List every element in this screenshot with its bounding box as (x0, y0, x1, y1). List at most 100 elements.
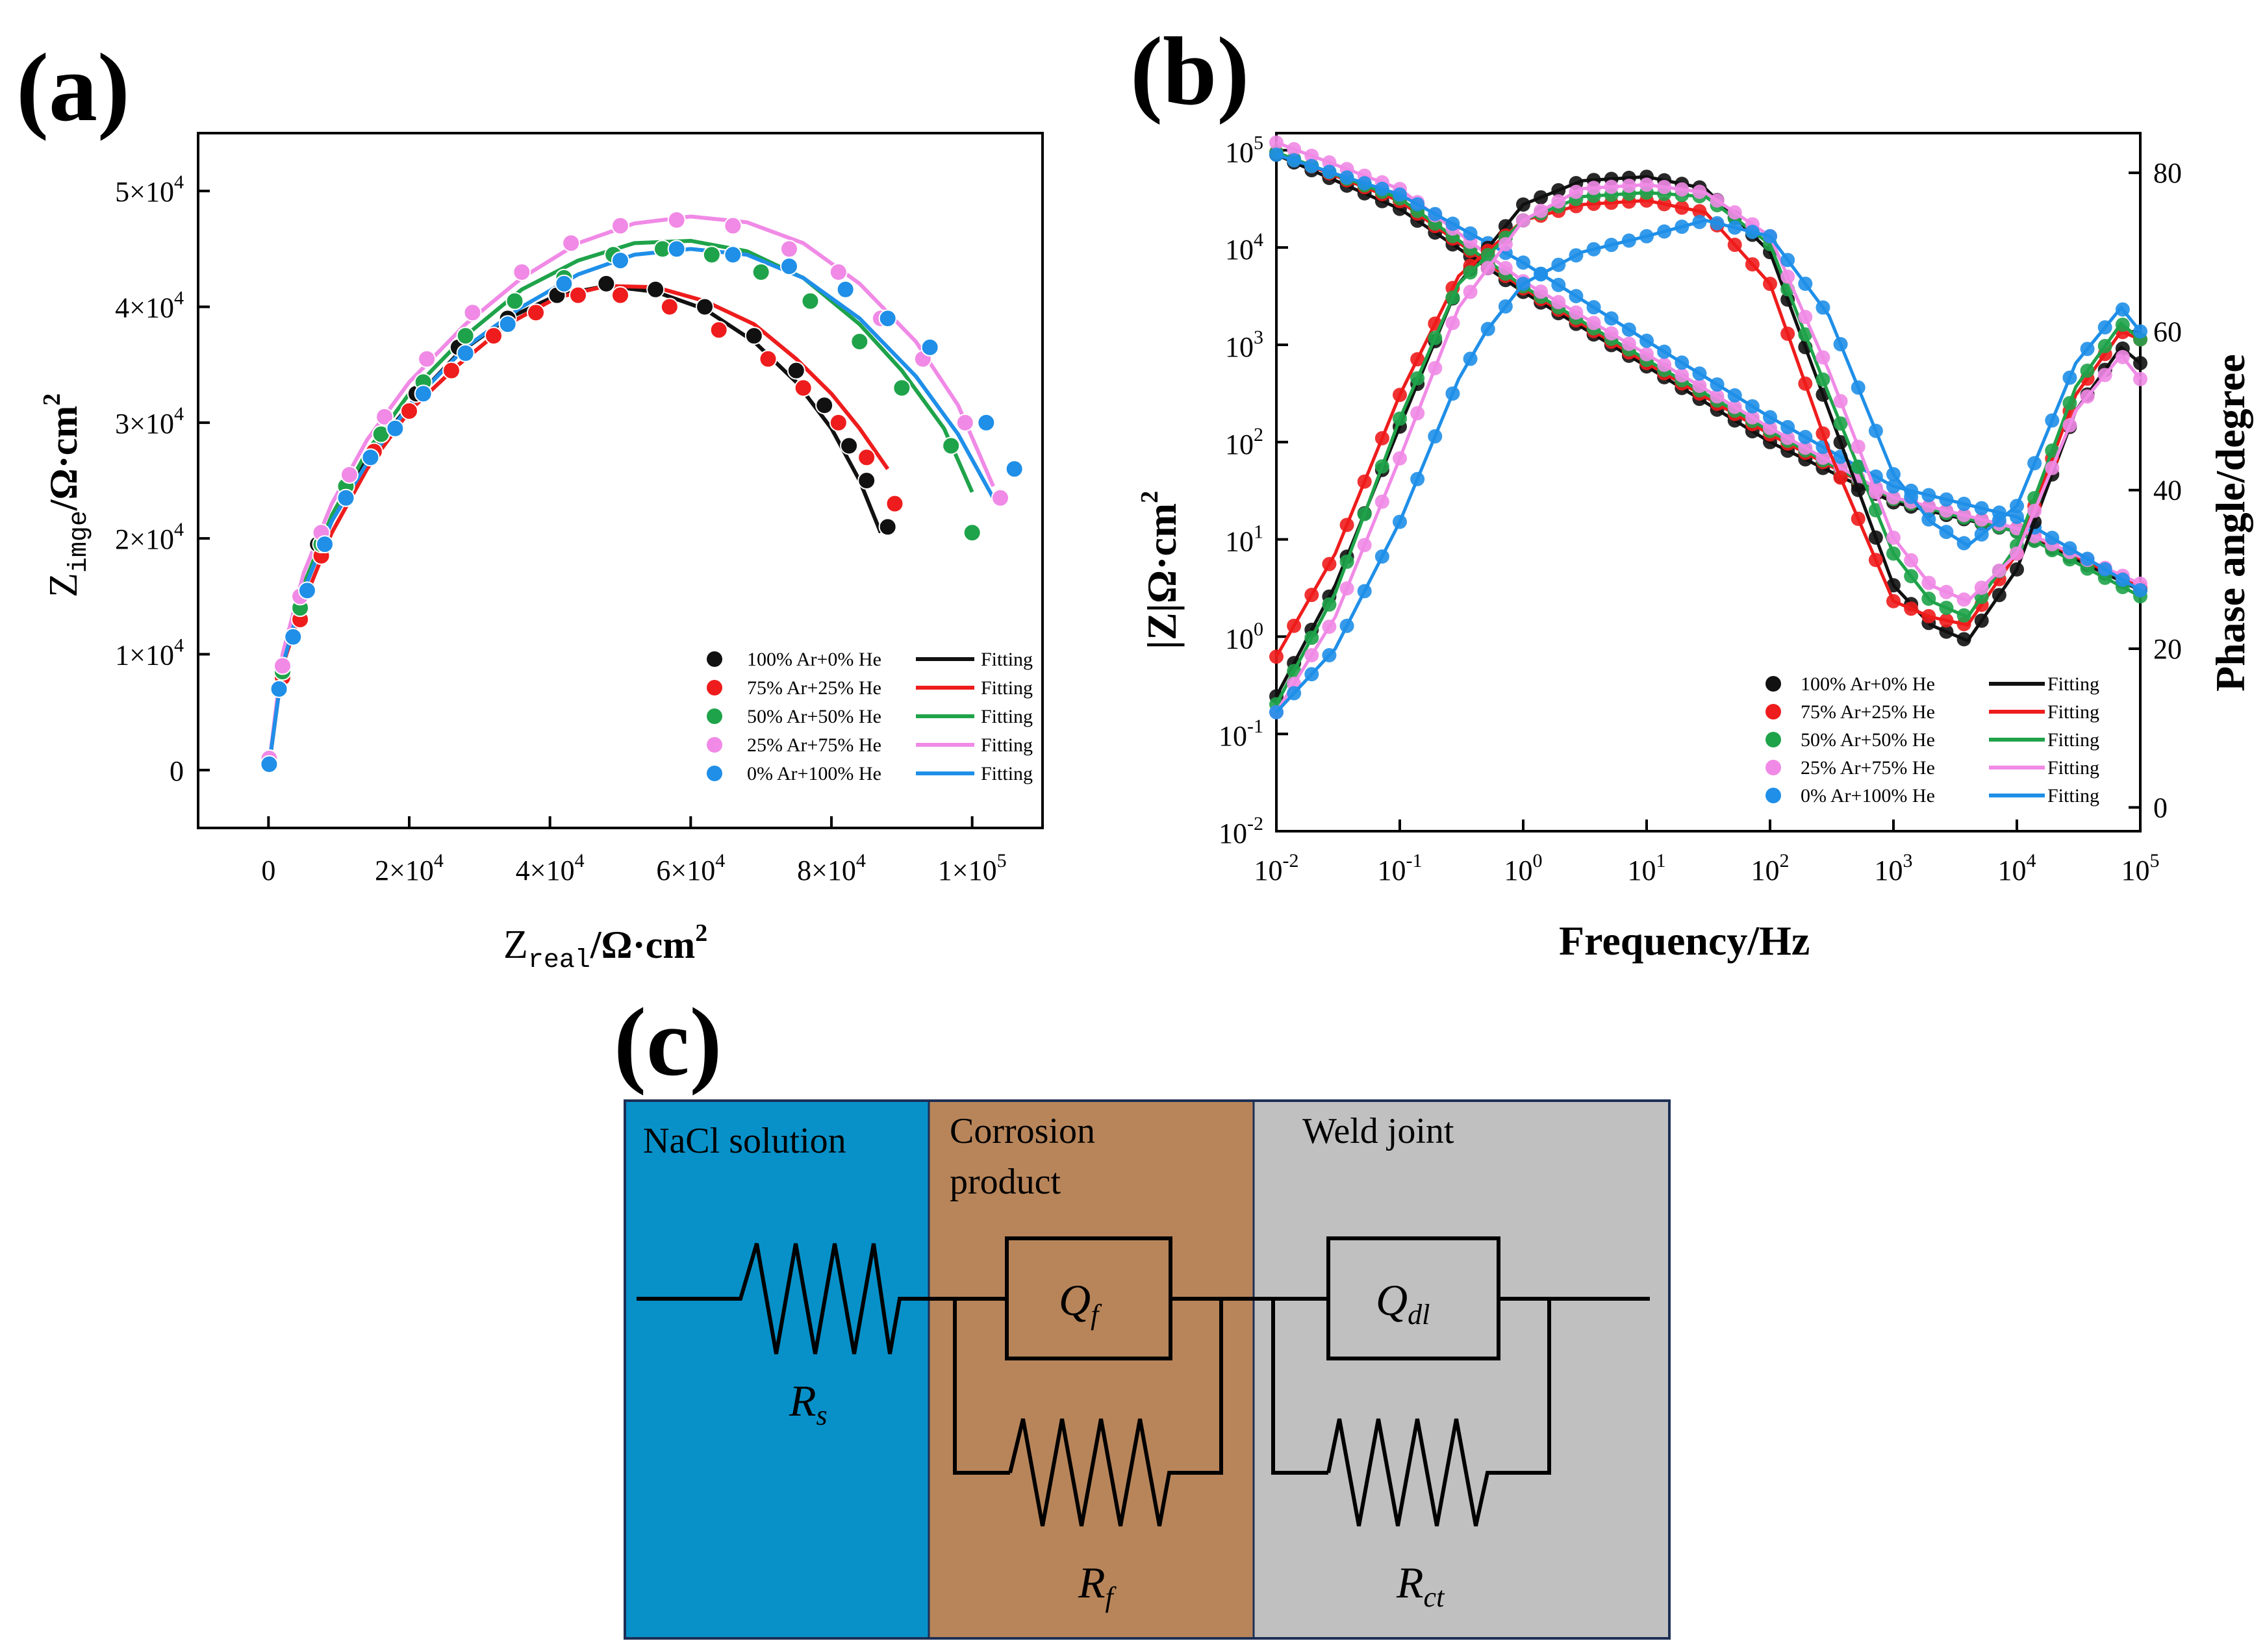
impedance-point-series-4 (1428, 206, 1443, 221)
impedance-point-series-3 (1657, 357, 1672, 372)
panel-b-y-axis-title: |Z|Ω·cm2 (1136, 491, 1185, 649)
legend-marker (1765, 788, 1781, 803)
phase-point-series-2 (1868, 503, 1883, 518)
legend-marker (707, 708, 722, 724)
phase-point-series-4 (1516, 277, 1530, 292)
impedance-point-series-4 (1780, 419, 1795, 434)
impedance-point-series-4 (1621, 322, 1636, 337)
phase-point-series-4 (2062, 370, 2077, 385)
panel-a-plot-frame (197, 132, 1044, 829)
data-point-series-2 (892, 379, 911, 397)
impedance-point-series-4 (1974, 501, 1989, 516)
x-tick-label: 6×104 (656, 850, 725, 886)
data-point-series-4 (780, 257, 798, 276)
data-point-series-1 (527, 303, 545, 322)
impedance-point-series-4 (1304, 158, 1319, 173)
y-tick-label: 3×104 (115, 403, 184, 440)
phase-point-series-1 (1657, 197, 1672, 212)
impedance-point-series-4 (1339, 170, 1354, 185)
data-point-series-4 (414, 384, 433, 403)
qdl-label: Qdl (1376, 1275, 1430, 1331)
y2-tick-label: 0 (2153, 792, 2168, 823)
phase-point-series-1 (1886, 594, 1901, 608)
data-point-series-2 (850, 332, 869, 351)
phase-point-series-2 (1410, 371, 1425, 386)
rct-resistor (1326, 1299, 1551, 1527)
legend-fit-label: Fitting (2047, 757, 2099, 779)
impedance-point-series-4 (1516, 255, 1530, 270)
phase-point-series-2 (1445, 290, 1460, 305)
data-point-series-0 (840, 436, 859, 455)
phase-point-series-1 (1727, 238, 1742, 253)
phase-point-series-1 (1374, 431, 1389, 445)
panel-a-y-axis-title: Zimge/Ω·cm2 (38, 394, 94, 597)
phase-point-series-4 (1551, 257, 1566, 272)
phase-point-series-3 (1322, 620, 1337, 634)
impedance-point-series-3 (1586, 316, 1601, 331)
phase-point-series-2 (1322, 597, 1337, 612)
panel-b-x-axis: 10-2 10-1 100 101 102 103 104 105 (1254, 820, 2160, 886)
data-point-series-4 (724, 245, 742, 264)
phase-point-series-4 (1868, 423, 1883, 438)
phase-point-series-3 (1428, 360, 1443, 375)
impedance-point-series-3 (1886, 490, 1901, 505)
impedance-point-series-4 (1956, 496, 1971, 511)
data-point-series-2 (963, 523, 981, 542)
phase-point-series-4 (1498, 299, 1513, 314)
legend-fit-label: Fitting (2047, 785, 2099, 807)
impedance-point-series-4 (1269, 147, 1284, 162)
phase-point-series-2 (1904, 569, 1919, 584)
phase-point-series-4 (1798, 276, 1813, 291)
rct-label: Rct (1396, 1558, 1445, 1613)
phase-point-series-1 (1851, 511, 1866, 526)
phase-point-series-1 (1939, 613, 1954, 628)
data-point-series-4 (260, 755, 279, 773)
phase-point-series-2 (1886, 546, 1901, 561)
weld-joint-label: Weld joint (1302, 1111, 1454, 1151)
phase-point-series-0 (1516, 197, 1530, 212)
impedance-point-series-3 (1639, 347, 1654, 362)
phase-point-series-2 (2045, 443, 2060, 458)
phase-point-series-3 (1886, 531, 1901, 545)
phase-point-series-3 (1974, 581, 1989, 595)
impedance-point-series-3 (1621, 336, 1636, 351)
phase-point-series-3 (1904, 553, 1919, 568)
impedance-point-series-4 (2097, 562, 2112, 577)
y-tick-label: 105 (1225, 132, 1263, 168)
y-tick-label: 10-2 (1219, 813, 1263, 849)
phase-point-series-3 (2097, 368, 2112, 382)
nacl-solution-label: NaCl solution (643, 1121, 846, 1161)
data-point-series-2 (801, 292, 820, 310)
data-point-series-0 (878, 518, 897, 536)
rf-resistor (1008, 1299, 1223, 1527)
phase-point-series-1 (1780, 326, 1795, 341)
panel-a-y-axis: 0 1×104 2×104 3×104 4×104 5×104 (115, 171, 210, 787)
impedance-point-series-3 (1780, 431, 1795, 445)
phase-point-series-0 (1534, 190, 1549, 205)
phase-point-series-1 (1816, 426, 1830, 441)
phase-point-series-3 (2115, 349, 2130, 364)
phase-point-series-4 (1339, 618, 1354, 633)
phase-point-series-2 (1304, 631, 1319, 645)
y-tick-label: 104 (1225, 229, 1263, 266)
phase-point-series-3 (1956, 592, 1971, 607)
impedance-point-series-3 (1921, 499, 1936, 514)
phase-point-series-4 (1886, 467, 1901, 482)
phase-point-series-1 (1339, 518, 1354, 532)
phase-point-series-4 (1304, 667, 1319, 682)
phase-point-series-2 (2062, 395, 2077, 410)
phase-point-series-3 (1657, 180, 1672, 195)
panel-c-label: (c) (614, 988, 722, 1096)
data-point-series-3 (780, 240, 798, 258)
y2-tick-label: 40 (2153, 475, 2182, 507)
phase-point-series-4 (1974, 527, 1989, 542)
phase-point-series-4 (1939, 525, 1954, 540)
legend-marker (1765, 704, 1781, 720)
legend-label: 50% Ar+50% He (747, 706, 881, 727)
phase-fit-line-series-2 (1274, 191, 2142, 705)
data-point-series-3 (611, 216, 629, 235)
legend-label: 25% Ar+75% He (1801, 757, 1935, 779)
x-tick-label: 10-1 (1378, 850, 1423, 886)
data-point-series-2 (505, 292, 524, 310)
impedance-point-series-4 (1921, 488, 1936, 503)
